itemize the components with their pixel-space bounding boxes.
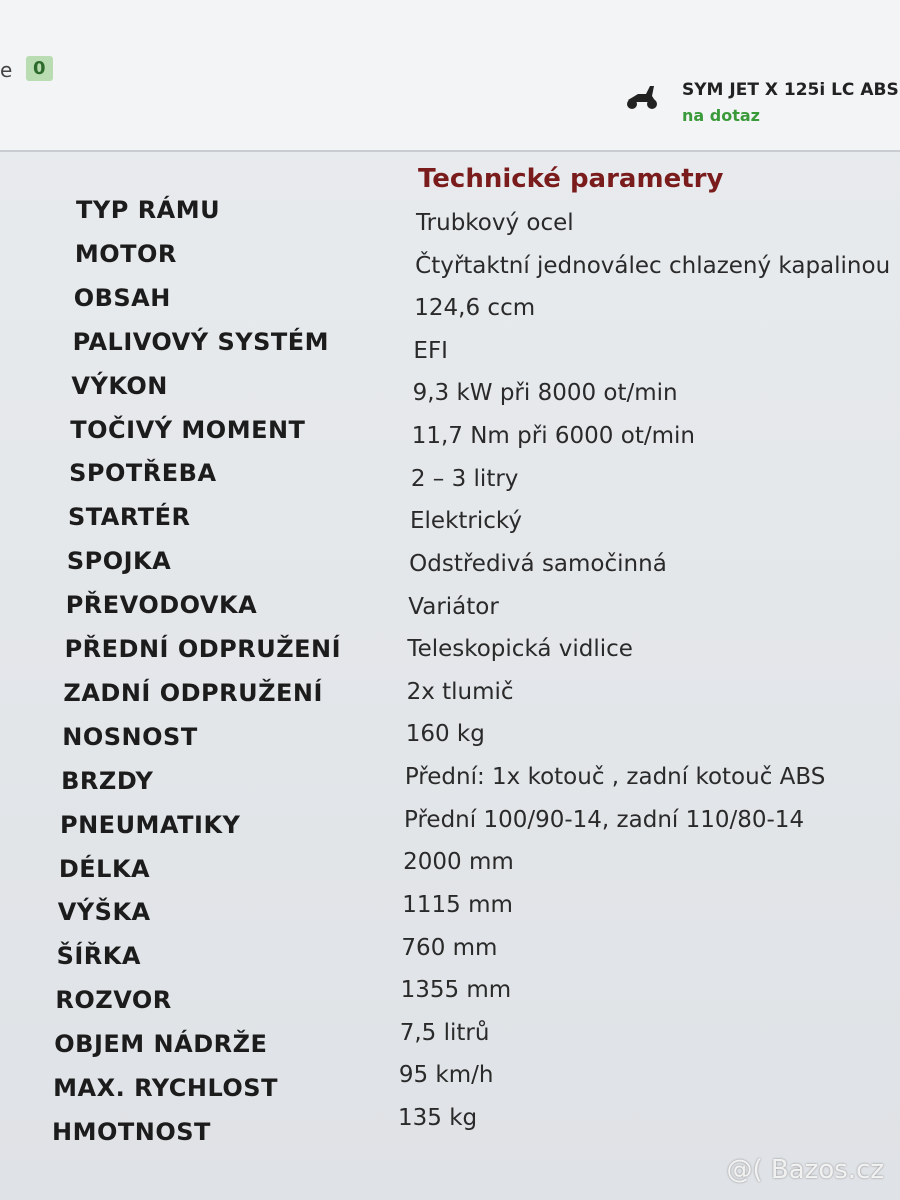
badge[interactable]: 0 [26,56,53,81]
spec-label: VÝŠKA [57,898,151,927]
spec-label: BRZDY [61,766,154,795]
product-name[interactable]: SYM JET X 125i LC ABS [682,80,899,100]
spec-value: EFI [413,337,448,364]
price: na dotaz [682,106,760,125]
spec-value: 2000 mm [403,849,514,876]
spec-value: Trubkový ocel [416,210,574,236]
spec-label: PNEUMATIKY [60,810,241,839]
spec-label: PŘEDNÍ ODPRUŽENÍ [64,635,342,663]
spec-value: 2 – 3 litry [410,465,519,492]
spec-value: Variátor [408,593,499,620]
spec-label: PALIVOVÝ SYSTÉM [72,327,330,356]
spec-value: Odstředivá samočinná [409,550,667,577]
spec-value: 124,6 ccm [414,295,536,322]
spec-label: PŘEVODOVKA [65,591,258,620]
text-fragment: e [0,58,13,82]
spec-label: SPOTŘEBA [69,459,217,488]
spec-value: 11,7 Nm při 6000 ot/min [411,423,695,450]
spec-label: DÉLKA [58,854,151,883]
spec-value: 9,3 kW při 8000 ot/min [412,380,678,407]
spec-label: TOČIVÝ MOMENT [70,415,306,444]
watermark: @( Bazos.cz [726,1155,885,1185]
spec-value: Přední: 1x kotouč , zadní kotouč ABS [404,764,826,791]
spec-value: Čtyřtaktní jednoválec chlazený kapalinou [415,252,891,279]
top-bar [0,0,900,152]
spec-label: HMOTNOST [52,1117,211,1146]
spec-value: 135 kg [398,1105,478,1132]
spec-label: ZADNÍ ODPRUŽENÍ [63,678,323,707]
spec-label: OBSAH [73,283,171,312]
spec-value: 1115 mm [402,891,513,918]
spec-label: ŠÍŘKA [56,942,141,971]
scooter-icon [627,86,657,109]
spec-label: ROZVOR [55,986,172,1015]
spec-label: STARTÉR [68,503,191,532]
spec-label: VÝKON [71,371,168,400]
spec-value: 760 mm [401,934,498,961]
section-title: Technické parametry [418,164,724,194]
spec-value: 160 kg [405,721,485,748]
spec-value: 95 km/h [398,1062,494,1089]
spec-value: Přední 100/90-14, zadní 110/80-14 [404,806,805,833]
spec-label: OBJEM NÁDRŽE [54,1030,268,1059]
spec-label: NOSNOST [62,722,198,751]
spec-value: Teleskopická vidlice [407,636,633,663]
spec-value: Elektrický [410,508,523,535]
spec-label: TYP RÁMU [76,196,221,224]
spec-label: MAX. RYCHLOST [53,1074,278,1102]
spec-value: 1355 mm [400,977,512,1004]
spec-label: SPOJKA [66,547,172,576]
spec-value: 2x tlumič [406,678,514,705]
spec-value: 7,5 litrů [399,1019,490,1046]
spec-label: MOTOR [74,239,177,268]
